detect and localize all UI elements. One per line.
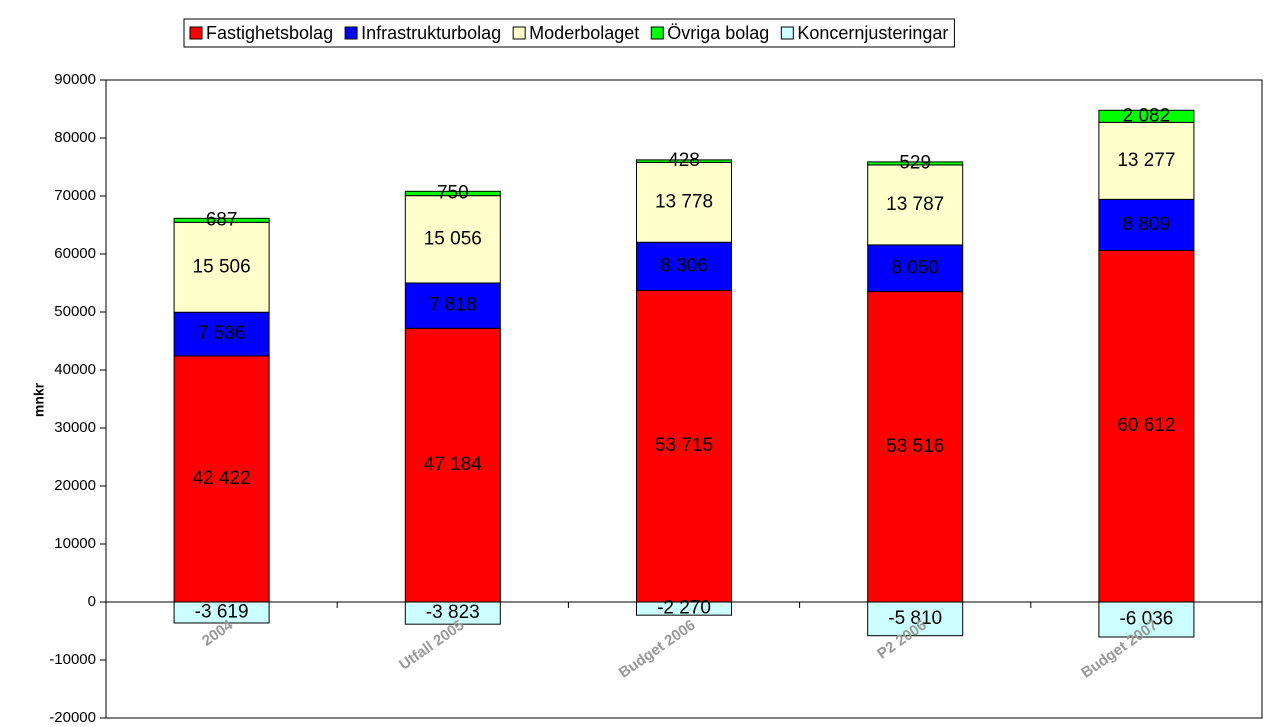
bar-segment [1098, 601, 1195, 638]
value-label: 47 184 [424, 454, 483, 475]
value-label: 13 277 [1117, 150, 1175, 171]
bar-segment [1098, 109, 1195, 123]
bar-segment [404, 195, 501, 284]
value-label: 60 612 [1117, 415, 1175, 436]
value-label: 53 516 [886, 436, 944, 457]
bar-segment [1098, 249, 1195, 603]
value-label: -6 036 [1119, 609, 1173, 630]
legend-swatch [780, 26, 794, 40]
y-axis-label: mnkr [31, 382, 47, 417]
value-label: 13 778 [655, 191, 713, 212]
value-label: 7 536 [198, 323, 246, 344]
legend-swatch [344, 26, 358, 40]
value-label: -2 270 [657, 598, 711, 619]
y-tick-label: 20000 [54, 477, 96, 494]
value-label: 8 809 [1123, 214, 1171, 235]
bar-segment [173, 217, 270, 223]
legend-swatch [650, 26, 664, 40]
value-label: 7 818 [429, 295, 477, 316]
value-label: 428 [668, 150, 700, 171]
bar-segment [173, 311, 270, 357]
legend-swatch [512, 26, 526, 40]
value-label: 687 [206, 209, 238, 230]
value-label: 15 056 [424, 228, 482, 249]
legend-label: Moderbolaget [529, 23, 639, 43]
value-label: -3 823 [426, 602, 480, 623]
y-tick-label: 70000 [54, 187, 96, 204]
bar-segment [867, 161, 964, 166]
y-tick-label: 80000 [54, 129, 96, 146]
bar-segment [173, 601, 270, 624]
y-tick-label: 40000 [54, 361, 96, 378]
bar-segment [867, 601, 964, 637]
bar-segment [404, 190, 501, 197]
bar-segment [867, 164, 964, 246]
y-tick-label: 10000 [54, 535, 96, 552]
bar-segment [404, 601, 501, 625]
value-label: 750 [437, 183, 469, 204]
bar-segment [636, 161, 732, 243]
y-tick-label: -10000 [49, 651, 96, 668]
y-tick-label: 0 [88, 593, 96, 610]
legend-label: Övriga bolag [667, 23, 769, 43]
legend-label: Koncernjusteringar [797, 23, 948, 43]
value-label: 8 306 [660, 255, 708, 276]
y-tick-label: 60000 [54, 245, 96, 262]
value-label: 8 050 [891, 257, 939, 278]
value-label: 42 422 [193, 468, 251, 489]
value-label: -5 810 [888, 608, 942, 629]
value-label: -3 619 [195, 602, 249, 623]
plot-area [105, 79, 1263, 719]
bar-segment [636, 159, 732, 163]
bar-segment [173, 221, 270, 313]
y-tick-label: 30000 [54, 419, 96, 436]
bar-segment [636, 601, 732, 616]
x-tick-label: Budget 2006 [616, 617, 699, 682]
value-label: 13 787 [886, 194, 944, 215]
legend-label: Infrastrukturbolag [361, 23, 501, 43]
legend-swatch [189, 26, 203, 40]
value-label: 2 082 [1123, 105, 1171, 126]
y-tick-label: 90000 [54, 71, 96, 88]
legend-box [183, 18, 955, 48]
bar-segment [1098, 121, 1195, 200]
x-tick-label: Utfall 2005 [396, 617, 467, 674]
value-label: 15 506 [193, 256, 251, 277]
bar-segment [404, 282, 501, 329]
bar-segment [636, 289, 732, 603]
y-tick-label: -20000 [49, 709, 96, 726]
bar-segment [867, 244, 964, 293]
value-label: 529 [899, 152, 931, 173]
value-label: 53 715 [655, 435, 713, 456]
bar-segment [173, 355, 270, 603]
y-tick-label: 50000 [54, 303, 96, 320]
bar-segment [867, 291, 964, 603]
legend-label: Fastighetsbolag [206, 23, 333, 43]
